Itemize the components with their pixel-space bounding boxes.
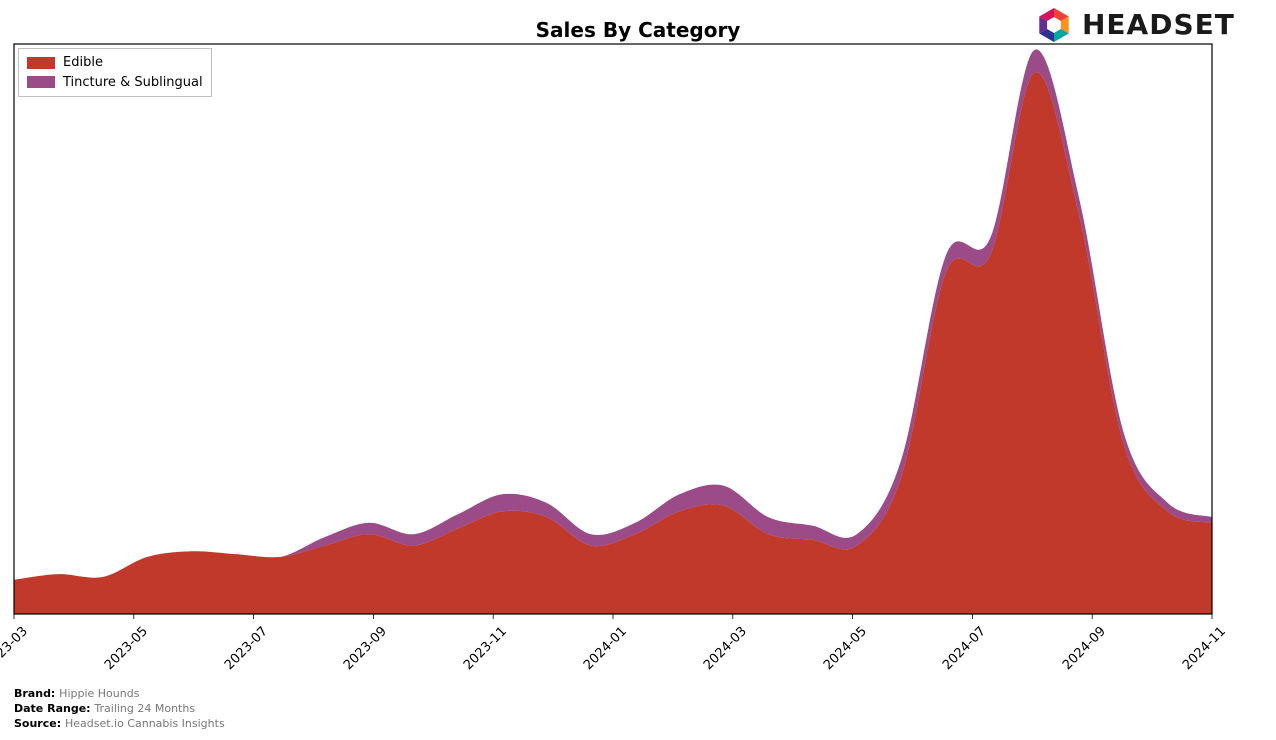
legend-item: Tincture & Sublingual — [27, 73, 203, 93]
x-tick-marks — [14, 614, 1212, 619]
x-tick-label: 2023-07 — [222, 624, 271, 673]
x-tick-label: 2023-09 — [341, 624, 390, 673]
legend-swatch — [27, 76, 55, 88]
footer-label: Date Range: — [14, 702, 94, 715]
footer-line: Date Range: Trailing 24 Months — [14, 702, 225, 717]
x-tick-label: 2024-07 — [940, 624, 989, 673]
footer-value: Headset.io Cannabis Insights — [65, 717, 225, 730]
legend-swatch — [27, 57, 55, 69]
x-tick-label: 2023-05 — [102, 624, 151, 673]
legend-label: Tincture & Sublingual — [63, 73, 203, 93]
x-tick-label: 2024-09 — [1060, 624, 1109, 673]
footer-line: Source: Headset.io Cannabis Insights — [14, 717, 225, 732]
legend-item: Edible — [27, 53, 203, 73]
chart-legend: EdibleTincture & Sublingual — [18, 48, 212, 97]
footer-line: Brand: Hippie Hounds — [14, 687, 225, 702]
footer-value: Trailing 24 Months — [94, 702, 195, 715]
footer-value: Hippie Hounds — [59, 687, 139, 700]
x-tick-label: 2024-05 — [821, 624, 870, 673]
x-tick-label: 2024-11 — [1180, 624, 1229, 673]
footer-label: Source: — [14, 717, 65, 730]
legend-label: Edible — [63, 53, 103, 73]
chart-footer: Brand: Hippie HoundsDate Range: Trailing… — [14, 687, 225, 732]
x-tick-label: 2024-01 — [581, 624, 630, 673]
x-tick-label: 2023-11 — [461, 624, 510, 673]
x-tick-label: 2024-03 — [701, 624, 750, 673]
footer-label: Brand: — [14, 687, 59, 700]
x-tick-label: 2023-03 — [0, 624, 31, 673]
